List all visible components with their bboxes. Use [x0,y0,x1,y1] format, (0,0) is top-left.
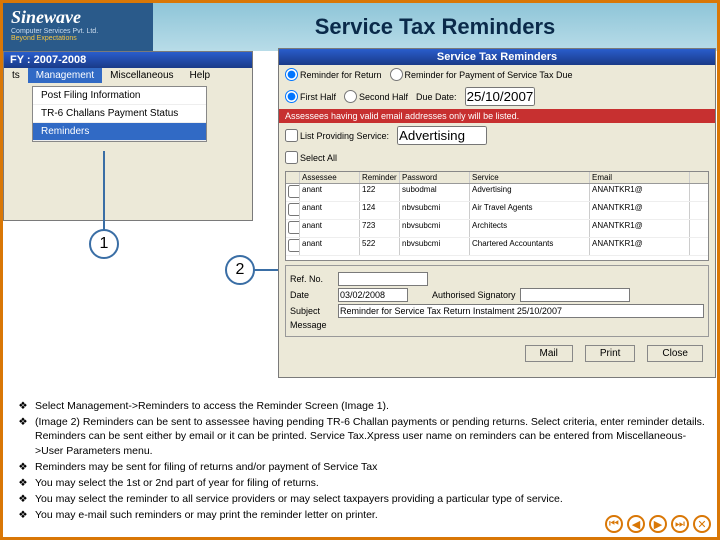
logo-line2: Beyond Expectations [11,35,145,42]
radio-first-half[interactable]: First Half [285,90,336,103]
nav-next-icon[interactable]: ▶ [649,515,667,533]
msg-label: Message [290,320,334,330]
check-list-providing[interactable]: List Providing Service: [285,129,389,142]
table-row[interactable]: anant122subodmalAdvertisingANANTKR1@ [286,184,708,202]
radio-rem-return[interactable]: Reminder for Return [285,68,382,81]
bullet-icon: ❖ [11,399,35,413]
app-window-fy: FY : 2007-2008 ts Management Miscellaneo… [3,51,253,221]
page-title: Service Tax Reminders [315,14,556,40]
col-reminder: Reminder [360,172,400,183]
bullet-1: Select Management->Reminders to access t… [35,399,709,413]
management-dropdown: Post Filing Information TR-6 Challans Pa… [32,86,207,142]
auth-label: Authorised Signatory [432,290,516,300]
close-button[interactable]: Close [647,345,703,362]
menu-management[interactable]: Management [28,68,102,83]
nav-footer: ⏮ ◀ ▶ ⏭ ✕ [605,511,711,537]
reminder-form: Ref. No. Date Authorised Signatory Subje… [285,265,709,337]
ref-input[interactable] [338,272,428,286]
table-row[interactable]: anant522nbvsubcmiChartered AccountantsAN… [286,238,708,256]
mail-button[interactable]: Mail [525,345,573,362]
bullet-2: (Image 2) Reminders can be sent to asses… [35,415,709,458]
col-assessee: Assessee [300,172,360,183]
nav-last-icon[interactable]: ⏭ [671,515,689,533]
menu-item-tr6[interactable]: TR-6 Challans Payment Status [33,105,206,123]
bullet-icon: ❖ [11,460,35,474]
date-label: Date [290,290,334,300]
callout-line-1 [103,151,105,231]
menu-item-reminders[interactable]: Reminders [33,123,206,141]
menubar: ts Management Miscellaneous Help [4,68,252,83]
callout-2: 2 [225,255,255,285]
radio-rem-payment[interactable]: Reminder for Payment of Service Tax Due [390,68,573,81]
window-title-reminders: Service Tax Reminders [279,49,715,65]
bullet-icon: ❖ [11,476,35,490]
subj-label: Subject [290,306,334,316]
callout-1: 1 [89,229,119,259]
col-password: Password [400,172,470,183]
nav-close-icon[interactable]: ✕ [693,515,711,533]
bullet-3: Reminders may be sent for filing of retu… [35,460,709,474]
due-date-label: Due Date: [416,92,457,102]
service-filter-input[interactable] [397,126,487,145]
assessee-grid: Assessee Reminder Password Service Email… [285,171,709,261]
menu-ts[interactable]: ts [4,68,28,83]
menu-item-post-filing[interactable]: Post Filing Information [33,87,206,105]
due-date-input[interactable] [465,87,535,106]
callout-line-2 [253,269,281,271]
warning-line: Assessees having valid email addresses o… [279,109,715,123]
header: Sinewave Computer Services Pvt. Ltd. Bey… [3,3,717,51]
instruction-list: ❖Select Management->Reminders to access … [11,399,709,524]
bullet-icon: ❖ [11,415,35,458]
print-button[interactable]: Print [585,345,636,362]
menu-misc[interactable]: Miscellaneous [102,68,181,83]
auth-input[interactable] [520,288,630,302]
logo-line1: Computer Services Pvt. Ltd. [11,28,145,35]
col-email: Email [590,172,690,183]
table-row[interactable]: anant723nbvsubcmiArchitectsANANTKR1@ [286,220,708,238]
bullet-5: You may select the reminder to all servi… [35,492,709,506]
ref-label: Ref. No. [290,274,334,284]
bullet-icon: ❖ [11,492,35,506]
window-title-fy: FY : 2007-2008 [4,52,252,68]
bullet-icon: ❖ [11,508,35,522]
col-service: Service [470,172,590,183]
table-row[interactable]: anant124nbvsubcmiAir Travel AgentsANANTK… [286,202,708,220]
nav-prev-icon[interactable]: ◀ [627,515,645,533]
menu-help[interactable]: Help [182,68,219,83]
logo-brand: Sinewave [11,7,145,28]
app-window-reminders: Service Tax Reminders Reminder for Retur… [278,48,716,378]
date-input[interactable] [338,288,408,302]
check-select-all[interactable]: Select All [285,151,337,164]
bullet-4: You may select the 1st or 2nd part of ye… [35,476,709,490]
radio-second-half[interactable]: Second Half [344,90,408,103]
logo: Sinewave Computer Services Pvt. Ltd. Bey… [3,3,153,51]
subj-input[interactable] [338,304,704,318]
nav-first-icon[interactable]: ⏮ [605,515,623,533]
